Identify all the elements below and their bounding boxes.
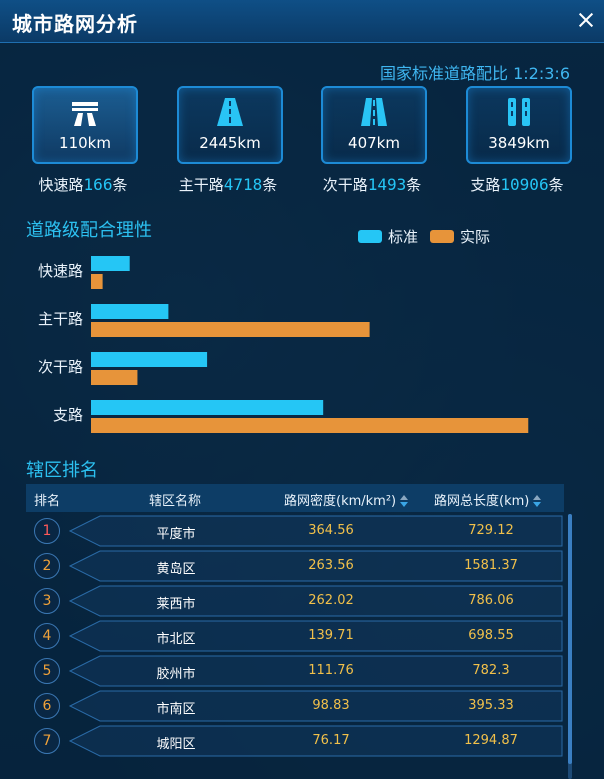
- cell-name: 城阳区: [156, 737, 196, 752]
- row-frame: [68, 725, 563, 757]
- road-km: 407km: [348, 134, 400, 152]
- row-frame: [68, 690, 563, 722]
- header-density[interactable]: 路网密度(km/km²): [284, 490, 409, 509]
- chart-section-title: 道路级配合理性: [26, 220, 152, 241]
- road-label-arterial: 主干路4718条: [178, 175, 278, 194]
- road-km: 3849km: [488, 134, 550, 152]
- road-label-secondary: 次干路1493条: [322, 175, 422, 194]
- road-km: 2445km: [199, 134, 261, 152]
- panel-title: 城市路网分析: [12, 12, 138, 36]
- row-frame: [68, 655, 563, 687]
- cell-density: 98.83: [312, 698, 350, 713]
- branch-road-icon: [508, 98, 530, 126]
- cell-length: 1294.87: [464, 733, 518, 748]
- road-card-expressway[interactable]: 110km: [32, 86, 138, 164]
- cell-density: 263.56: [308, 558, 354, 573]
- row-frame: [68, 515, 563, 547]
- ranking-table-header: 排名 辖区名称 路网密度(km/km²) 路网总长度(km): [26, 484, 564, 512]
- road-label-branch: 支路10906条: [470, 175, 564, 194]
- row-frame: [68, 550, 563, 582]
- ranking-scrollbar[interactable]: [568, 514, 572, 779]
- cell-name: 市南区: [156, 702, 196, 717]
- cell-name: 黄岛区: [156, 562, 196, 577]
- rank-badge: 4: [34, 623, 60, 649]
- sort-icon[interactable]: [400, 495, 409, 507]
- cell-density: 262.02: [308, 593, 354, 608]
- cell-length: 395.33: [468, 698, 514, 713]
- sort-icon[interactable]: [533, 495, 542, 507]
- cell-density: 364.56: [308, 523, 354, 538]
- header-length[interactable]: 路网总长度(km): [434, 490, 542, 509]
- arterial-road-icon: [217, 98, 243, 126]
- bar-standard[interactable]: [91, 400, 324, 415]
- rank-badge: 3: [34, 588, 60, 614]
- header-rank: 排名: [34, 494, 61, 509]
- scrollbar-thumb[interactable]: [568, 514, 572, 764]
- bar-actual[interactable]: [91, 418, 529, 433]
- category-label: 主干路: [38, 310, 83, 328]
- legend-swatch-actual: [430, 230, 454, 243]
- cell-name: 市北区: [156, 632, 196, 647]
- standard-ratio-text: 国家标准道路配比 1:2:3:6: [380, 64, 570, 83]
- cell-name: 胶州市: [156, 667, 196, 682]
- road-label-expressway: 快速路166条: [38, 175, 128, 194]
- highway-icon: [72, 102, 98, 126]
- bar-standard[interactable]: [91, 352, 208, 367]
- cell-length: 1581.37: [464, 558, 518, 573]
- road-card-arterial[interactable]: 2445km: [177, 86, 283, 164]
- rank-badge: 7: [34, 728, 60, 754]
- rank-badge: 2: [34, 553, 60, 579]
- table-row[interactable]: 3 莱西市 262.02 786.06: [26, 584, 564, 618]
- table-row[interactable]: 7 城阳区 76.17 1294.87: [26, 724, 564, 758]
- ranking-table-body: 1 平度市 364.56 729.12 2 黄岛区 263.56 1581.37 3 莱西市 262…: [26, 514, 564, 779]
- cell-length: 729.12: [468, 523, 514, 538]
- rank-badge: 1: [34, 518, 60, 544]
- table-row[interactable]: 1 平度市 364.56 729.12: [26, 514, 564, 548]
- close-icon[interactable]: [578, 12, 594, 28]
- row-frame: [68, 620, 563, 652]
- rank-badge: 6: [34, 693, 60, 719]
- cell-length: 782.3: [472, 663, 510, 678]
- cell-name: 平度市: [156, 527, 196, 542]
- bar-actual[interactable]: [91, 274, 103, 289]
- category-label: 快速路: [38, 262, 83, 280]
- cell-density: 111.76: [308, 663, 354, 678]
- bar-standard[interactable]: [91, 304, 169, 319]
- ranking-section-title: 辖区排名: [26, 460, 98, 481]
- secondary-road-icon: [361, 98, 387, 126]
- rank-badge: 5: [34, 658, 60, 684]
- category-label: 支路: [53, 406, 83, 424]
- cell-density: 76.17: [312, 733, 350, 748]
- title-bar: 城市路网分析: [0, 0, 604, 43]
- bar-standard[interactable]: [91, 256, 130, 271]
- legend-standard: 标准: [358, 226, 418, 247]
- cell-density: 139.71: [308, 628, 354, 643]
- table-row[interactable]: 6 市南区 98.83 395.33: [26, 689, 564, 723]
- road-card-secondary[interactable]: 407km: [321, 86, 427, 164]
- legend-swatch-standard: [358, 230, 382, 243]
- road-card-branch[interactable]: 3849km: [466, 86, 572, 164]
- cell-length: 786.06: [468, 593, 514, 608]
- table-row[interactable]: 4 市北区 139.71 698.55: [26, 619, 564, 653]
- table-row[interactable]: 2 黄岛区 263.56 1581.37: [26, 549, 564, 583]
- row-frame: [68, 585, 563, 617]
- bar-actual[interactable]: [91, 370, 138, 385]
- cell-length: 698.55: [468, 628, 514, 643]
- road-km: 110km: [59, 134, 111, 152]
- category-label: 次干路: [38, 358, 83, 376]
- header-name: 辖区名称: [149, 494, 202, 509]
- legend-actual: 实际: [430, 226, 490, 247]
- cell-name: 莱西市: [156, 597, 196, 612]
- bar-actual[interactable]: [91, 322, 370, 337]
- table-row[interactable]: 5 胶州市 111.76 782.3: [26, 654, 564, 688]
